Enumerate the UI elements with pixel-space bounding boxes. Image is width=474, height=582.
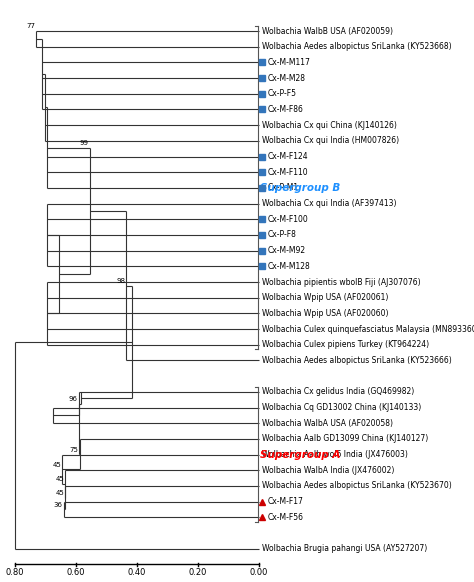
Text: 36: 36: [54, 502, 63, 508]
Text: Wolbachia Aedes albopictus SriLanka (KY523670): Wolbachia Aedes albopictus SriLanka (KY5…: [262, 481, 452, 491]
Text: Cx-M-M92: Cx-M-M92: [268, 246, 306, 255]
Text: 45: 45: [55, 477, 64, 482]
Text: Cx-M-M28: Cx-M-M28: [268, 73, 306, 83]
Text: 45: 45: [55, 490, 64, 496]
Text: Wolbachia Cx gelidus India (GQ469982): Wolbachia Cx gelidus India (GQ469982): [262, 388, 414, 396]
Text: 99: 99: [80, 140, 89, 146]
Text: Cx-M-F124: Cx-M-F124: [268, 152, 309, 161]
Text: Wolbachia Wpip USA (AF020060): Wolbachia Wpip USA (AF020060): [262, 309, 388, 318]
Text: 0.80: 0.80: [6, 569, 24, 577]
Text: Supergroup A: Supergroup A: [260, 449, 340, 460]
Text: Cx-M-M128: Cx-M-M128: [268, 262, 310, 271]
Text: 77: 77: [26, 23, 35, 30]
Text: Wolbachia WalbA USA (AF020058): Wolbachia WalbA USA (AF020058): [262, 418, 393, 428]
Text: Wolbachia Culex quinquefasciatus Malaysia (MN893360): Wolbachia Culex quinquefasciatus Malaysi…: [262, 325, 474, 333]
Text: Cx-P-F5: Cx-P-F5: [268, 89, 297, 98]
Text: Wolbachia WalbB USA (AF020059): Wolbachia WalbB USA (AF020059): [262, 27, 393, 36]
Text: Cx-M-F17: Cx-M-F17: [268, 497, 304, 506]
Text: Wolbachia Cq GD13002 China (KJ140133): Wolbachia Cq GD13002 China (KJ140133): [262, 403, 421, 412]
Text: Cx-M-F86: Cx-M-F86: [268, 105, 304, 114]
Text: Wolbachia Aedes albopictus SriLanka (KY523668): Wolbachia Aedes albopictus SriLanka (KY5…: [262, 42, 451, 51]
Text: Wolbachia Aedes albopictus SriLanka (KY523666): Wolbachia Aedes albopictus SriLanka (KY5…: [262, 356, 452, 365]
Text: Cx-M-F56: Cx-M-F56: [268, 513, 304, 522]
Text: 96: 96: [69, 396, 78, 402]
Text: Wolbachia Cx qui China (KJ140126): Wolbachia Cx qui China (KJ140126): [262, 120, 397, 130]
Text: 98: 98: [116, 278, 125, 284]
Text: Wolbachia Culex pipiens Turkey (KT964224): Wolbachia Culex pipiens Turkey (KT964224…: [262, 340, 429, 349]
Text: Wolbachia Aalb GD13099 China (KJ140127): Wolbachia Aalb GD13099 China (KJ140127): [262, 434, 428, 443]
Text: Cx-M-F100: Cx-M-F100: [268, 215, 309, 223]
Text: 45: 45: [52, 462, 61, 468]
Text: 0.00: 0.00: [250, 569, 268, 577]
Text: 75: 75: [70, 446, 79, 453]
Text: Wolbachia Brugia pahangi USA (AY527207): Wolbachia Brugia pahangi USA (AY527207): [262, 544, 427, 553]
Text: 0.40: 0.40: [128, 569, 146, 577]
Text: 0.60: 0.60: [67, 569, 85, 577]
Text: Cx-P-F8: Cx-P-F8: [268, 230, 297, 239]
Text: Wolbachia Cx qui India (AF397413): Wolbachia Cx qui India (AF397413): [262, 199, 396, 208]
Text: Cx-M-F110: Cx-M-F110: [268, 168, 309, 177]
Text: Wolbachia Cx qui India (HM007826): Wolbachia Cx qui India (HM007826): [262, 136, 399, 146]
Text: Cx-P-M1: Cx-P-M1: [268, 183, 299, 193]
Text: Wolbachia Aalb wol6 India (JX476003): Wolbachia Aalb wol6 India (JX476003): [262, 450, 408, 459]
Text: Wolbachia pipientis wbolB Fiji (AJ307076): Wolbachia pipientis wbolB Fiji (AJ307076…: [262, 278, 420, 286]
Text: Cx-M-M117: Cx-M-M117: [268, 58, 311, 67]
Text: 0.20: 0.20: [189, 569, 207, 577]
Text: Wolbachia WalbA India (JX476002): Wolbachia WalbA India (JX476002): [262, 466, 394, 475]
Text: Supergroup B: Supergroup B: [260, 183, 340, 193]
Text: Wolbachia Wpip USA (AF020061): Wolbachia Wpip USA (AF020061): [262, 293, 388, 302]
